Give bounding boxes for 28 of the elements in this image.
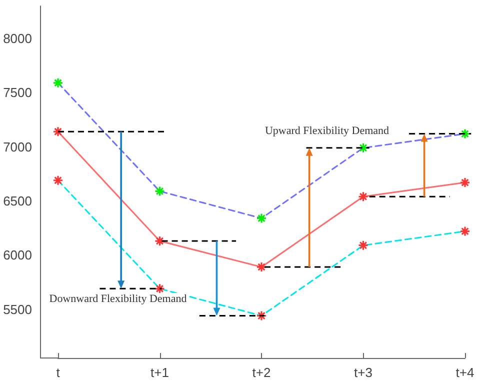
y-tick-label: 6500 xyxy=(3,193,32,208)
point xyxy=(358,240,369,251)
y-tick-label: 5500 xyxy=(3,302,32,317)
x-tick-label: t+1 xyxy=(150,365,169,380)
point xyxy=(52,126,64,137)
y-tick-label: 6000 xyxy=(3,248,32,263)
point xyxy=(460,177,470,188)
x-tick-label: t xyxy=(56,365,60,380)
x-tick-label: t+2 xyxy=(252,365,271,380)
point xyxy=(52,78,64,88)
point xyxy=(154,236,166,246)
x-tick-label: t+3 xyxy=(354,365,372,380)
x-tick-label: t+4 xyxy=(456,365,474,380)
point xyxy=(256,212,267,224)
point xyxy=(256,262,267,272)
y-tick-label: 8000 xyxy=(3,30,32,46)
y-tick-label: 7500 xyxy=(3,85,32,100)
point xyxy=(460,226,470,237)
point xyxy=(358,191,369,202)
annotation: Upward Flexibility Demand xyxy=(264,125,390,137)
point xyxy=(154,186,166,197)
point xyxy=(52,175,64,186)
point xyxy=(460,128,470,140)
point xyxy=(256,310,267,322)
point xyxy=(154,283,166,294)
point xyxy=(358,142,369,154)
annotation: Downward Flexibility Demand xyxy=(48,293,188,305)
y-tick-label: 7000 xyxy=(3,139,32,154)
